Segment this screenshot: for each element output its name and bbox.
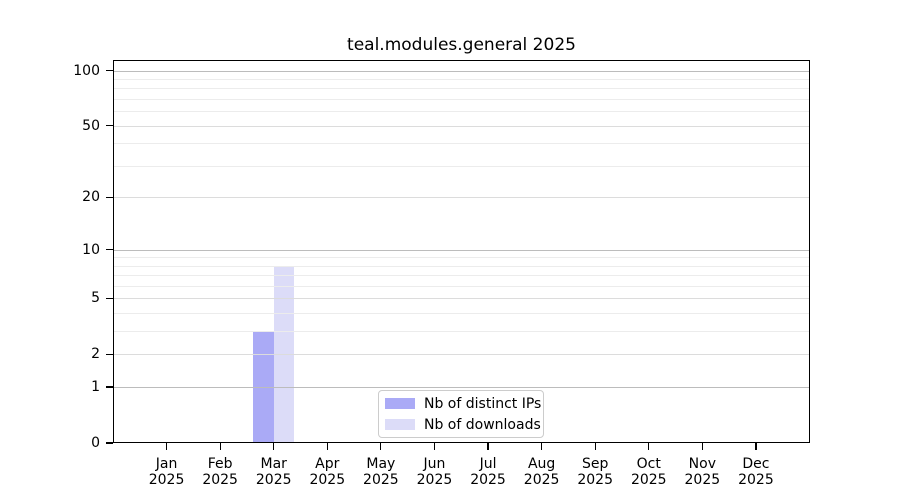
gridline-y-10 [113,249,810,251]
legend-swatch-distinct-ips [385,398,415,409]
x-label-year: 2025 [630,472,667,488]
x-tick-label-jun: Jun 2025 [389,456,479,488]
gridline-minor-8 [113,265,810,267]
bar-nb-of-distinct-ips-mar [253,331,274,443]
x-tick-jul [487,443,489,450]
grid-layer [113,60,810,444]
y-tick-0 [105,442,113,444]
x-tick-nov [701,443,703,450]
x-tick-label-apr: Apr 2025 [282,456,372,488]
x-label-year: 2025 [416,472,453,488]
y-tick-label-20: 20 [82,189,100,206]
legend-item-distinct-ips: Nb of distinct IPs [385,393,543,414]
y-tick-label-1: 1 [91,379,100,396]
y-tick-label-50: 50 [82,117,100,134]
x-label-year: 2025 [363,472,399,488]
x-tick-label-oct: Oct 2025 [604,456,694,488]
gridline-y-50 [113,125,810,127]
gridline-minor-9 [113,257,810,259]
x-tick-sep [594,443,596,450]
gridline-y-100 [113,70,810,72]
x-label-year: 2025 [255,472,292,488]
chart-title: teal.modules.general 2025 [347,35,576,55]
legend-swatch-downloads [385,419,415,430]
y-tick-label-100: 100 [73,62,100,79]
gridline-minor-7 [113,275,810,277]
x-label-year: 2025 [148,472,185,488]
x-tick-jun [433,443,436,450]
y-tick-20 [105,196,113,198]
x-tick-label-feb: Feb 2025 [175,456,265,488]
x-tick-jan [165,443,168,450]
x-label-year: 2025 [470,472,506,488]
x-tick-label-sep: Sep 2025 [550,456,640,488]
gridline-minor-30 [113,165,810,167]
gridline-minor-40 [113,143,810,145]
x-label-year: 2025 [684,472,721,488]
x-tick-label-may: May 2025 [336,456,426,488]
x-tick-may [380,443,382,450]
gridline-minor-3 [113,331,810,333]
y-tick-10 [105,248,113,251]
x-tick-label-nov: Nov 2025 [657,456,747,488]
x-tick-label-mar: Mar 2025 [229,456,319,488]
x-label-month: Apr [315,456,340,472]
x-tick-apr [326,443,328,450]
x-tick-feb [219,443,221,450]
gridline-minor-80 [113,88,810,90]
legend-item-downloads: Nb of downloads [385,414,543,435]
x-label-month: Dec [742,456,770,472]
gridline-y-1 [113,387,810,389]
y-tick-100 [105,70,113,72]
x-label-month: Feb [207,456,233,472]
x-tick-label-dec: Dec 2025 [711,456,801,488]
x-label-month: Sep [581,456,609,472]
x-label-month: Nov [688,456,716,472]
y-tick-50 [105,125,113,127]
x-tick-mar [273,443,275,450]
y-tick-label-0: 0 [91,435,100,451]
x-label-month: May [366,456,396,472]
y-tick-2 [105,353,113,355]
x-label-month: Jan [155,456,178,472]
x-label-month: Jul [479,456,497,472]
x-tick-label-jan: Jan 2025 [122,456,212,488]
x-tick-label-aug: Aug 2025 [497,456,587,488]
y-tick-label-5: 5 [91,290,100,307]
y-tick-label-10: 10 [82,241,100,258]
x-label-month: Jun [423,456,446,472]
y-tick-5 [105,297,113,300]
plot-area [113,59,810,444]
gridline-y-20 [113,197,810,199]
x-label-year: 2025 [738,472,774,488]
x-label-year: 2025 [202,472,238,488]
legend-label-distinct-ips: Nb of distinct IPs [424,395,542,412]
x-tick-label-jul: Jul 2025 [443,456,533,488]
gridline-minor-90 [113,79,810,81]
y-tick-1 [105,386,113,388]
y-tick-label-2: 2 [91,346,100,363]
x-label-month: Mar [260,456,287,472]
x-label-year: 2025 [309,472,346,488]
x-label-month: Oct [636,456,661,472]
gridline-minor-70 [113,99,810,101]
x-label-year: 2025 [577,472,613,488]
gridline-y-2 [113,354,810,356]
x-label-month: Aug [527,456,556,472]
legend: Nb of distinct IPs Nb of downloads [378,390,544,438]
gridline-minor-6 [113,286,810,287]
gridline-y-5 [113,298,810,300]
legend-label-downloads: Nb of downloads [424,416,541,433]
x-tick-oct [648,443,650,450]
x-tick-dec [755,443,757,450]
x-label-year: 2025 [523,472,560,488]
gridline-minor-4 [113,313,810,315]
x-tick-aug [541,443,543,450]
gridline-minor-60 [113,111,810,113]
